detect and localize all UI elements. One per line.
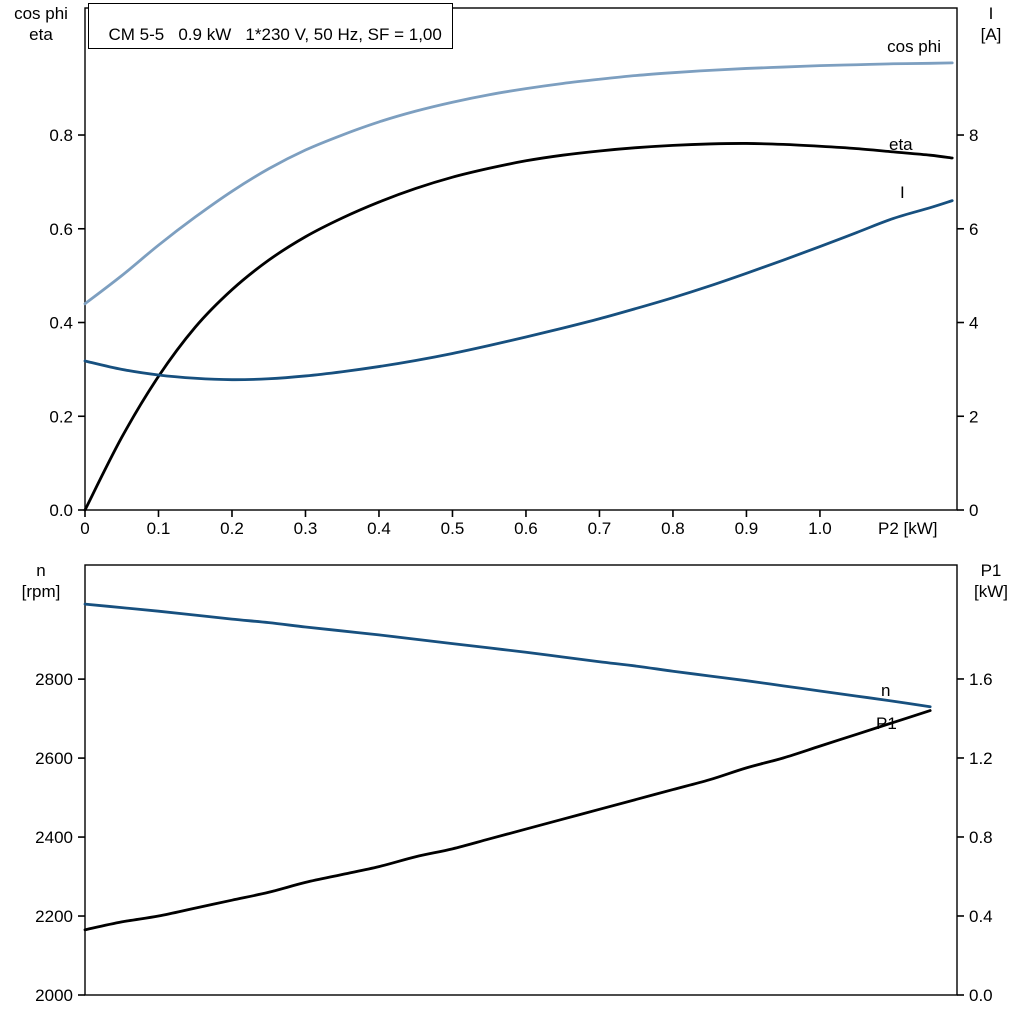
right-tick-label: 0.8 bbox=[969, 828, 993, 847]
curve-eta bbox=[83, 142, 954, 512]
axis-label-p1-unit: [kW] bbox=[974, 582, 1008, 601]
x-tick-label: 0.3 bbox=[294, 519, 318, 538]
axis-label-speed: n bbox=[36, 561, 46, 580]
x-tick-label: 0 bbox=[80, 519, 89, 538]
plot-frame bbox=[84, 564, 958, 996]
axis-label-eta: eta bbox=[29, 25, 53, 44]
x-tick-label: 0.4 bbox=[367, 519, 391, 538]
x-tick-label: 1.0 bbox=[808, 519, 832, 538]
left-tick-label: 0.6 bbox=[49, 220, 73, 239]
bottom-left-axis-label: n [rpm] bbox=[0, 560, 82, 602]
axis-label-current: I bbox=[988, 4, 994, 23]
x-tick-label: 0.9 bbox=[735, 519, 759, 538]
right-tick-label: 1.6 bbox=[969, 670, 993, 689]
left-tick-label: 2200 bbox=[35, 907, 73, 926]
right-tick-label: 1.2 bbox=[969, 749, 993, 768]
title-text: CM 5-5 0.9 kW 1*230 V, 50 Hz, SF = 1,00 bbox=[108, 25, 442, 44]
right-tick-label: 6 bbox=[969, 220, 978, 239]
left-tick-label: 0.0 bbox=[49, 501, 73, 520]
axis-label-p1: P1 bbox=[980, 561, 1002, 580]
right-tick-label: 8 bbox=[969, 126, 978, 145]
x-tick-label: 0.5 bbox=[441, 519, 465, 538]
axis-label-cos-phi: cos phi bbox=[14, 4, 68, 23]
left-tick-label: 2000 bbox=[35, 986, 73, 1005]
x-tick-label: 0.6 bbox=[514, 519, 538, 538]
axis-label-current-unit: [A] bbox=[980, 25, 1002, 44]
x-tick-label: 0.7 bbox=[588, 519, 612, 538]
axis-label-speed-unit: [rpm] bbox=[21, 582, 61, 601]
left-tick-label: 2600 bbox=[35, 749, 73, 768]
curve-P1 bbox=[83, 709, 932, 932]
curve-cos-phi bbox=[83, 61, 954, 306]
left-tick-label: 0.4 bbox=[49, 314, 73, 333]
plot-frame bbox=[84, 7, 958, 511]
right-tick-label: 0.4 bbox=[969, 907, 993, 926]
curve-I bbox=[83, 199, 954, 382]
x-tick-label: 0.1 bbox=[147, 519, 171, 538]
top-left-axis-label: cos phi eta bbox=[0, 3, 82, 45]
series-label-I: I bbox=[900, 183, 905, 202]
x-tick-label: 0.2 bbox=[220, 519, 244, 538]
series-label-n: n bbox=[881, 681, 890, 700]
x-axis-label: P2 [kW] bbox=[878, 519, 938, 538]
right-tick-label: 2 bbox=[969, 407, 978, 426]
top-right-axis-label: I [A] bbox=[960, 3, 1022, 45]
right-tick-label: 4 bbox=[969, 314, 978, 333]
left-tick-label: 0.8 bbox=[49, 126, 73, 145]
x-tick-label: 0.8 bbox=[661, 519, 685, 538]
left-tick-label: 2400 bbox=[35, 828, 73, 847]
bottom-right-axis-label: P1 [kW] bbox=[960, 560, 1022, 602]
series-label-P1: P1 bbox=[876, 714, 897, 733]
right-tick-label: 0 bbox=[969, 501, 978, 520]
bottom-chart: 2000 2200 2400 2600 2800 0.0 0.4 0.8 1.2 1.6 n P1 bbox=[35, 564, 993, 1005]
curve-n bbox=[83, 602, 932, 709]
left-tick-label: 0.2 bbox=[49, 407, 73, 426]
series-label-cos-phi: cos phi bbox=[887, 37, 941, 56]
top-chart: 0.0 0.2 0.4 0.6 0.8 0 2 4 6 8 0 0.1 0.2 0.3 0.4 0.5 0.6 0… bbox=[49, 7, 978, 538]
series-label-eta: eta bbox=[889, 135, 913, 154]
left-tick-label: 2800 bbox=[35, 670, 73, 689]
right-tick-label: 0.0 bbox=[969, 986, 993, 1005]
title-box: CM 5-5 0.9 kW 1*230 V, 50 Hz, SF = 1,00 bbox=[88, 3, 453, 49]
